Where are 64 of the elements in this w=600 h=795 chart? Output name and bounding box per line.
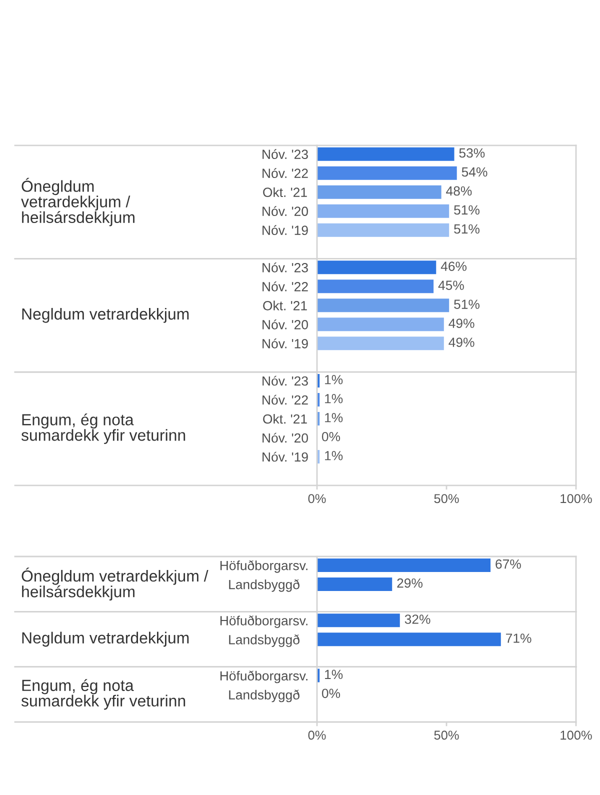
y-axis-title: Engum, ég nota sumardekk yfir veturinn (21, 413, 186, 444)
bar (317, 204, 450, 218)
x-tick-label: 100% (560, 730, 592, 740)
data-label: 29% (397, 578, 422, 588)
y-tick-label: Höfuðborgarsv. (220, 560, 308, 573)
data-label: 51% (454, 300, 480, 309)
data-label: 1% (325, 394, 343, 404)
y-tick-label: Nóv. '22 (262, 394, 308, 405)
y-tick-label: Nóv. '19 (262, 452, 308, 462)
y-axis-title: Negldum vetrardekkjum (22, 632, 189, 647)
y-axis-title: Ónegldum vetrardekkjum / heilsársdekkjum (22, 568, 208, 600)
y-tick-label: Nóv. '20 (262, 320, 308, 330)
data-label: 45% (438, 280, 464, 290)
x-tick-label: 50% (434, 730, 459, 740)
y-tick-label: Nóv. '19 (262, 338, 308, 348)
data-label: 1% (325, 670, 343, 680)
data-label: 54% (462, 167, 488, 177)
data-label: 71% (506, 634, 532, 643)
y-tick-label: Höfuðborgarsv. (220, 615, 308, 628)
y-tick-label: Nóv. '23 (262, 262, 308, 272)
data-label: 1% (325, 413, 343, 422)
data-label: 1% (325, 451, 343, 460)
y-tick-label: Okt. '21 (263, 300, 307, 310)
y-tick-label: Landsbyggð (229, 634, 300, 647)
y-tick-label: Nóv. '23 (262, 376, 308, 386)
y-tick-label: Nóv. '19 (262, 225, 308, 236)
data-label: 67% (496, 559, 521, 569)
bar (317, 185, 442, 199)
data-label: 0% (322, 432, 340, 442)
y-tick-label: Okt. '21 (263, 414, 307, 424)
bar (317, 280, 434, 294)
y-axis-title: Ónegldum vetrardekkjum / heilsársdekkjum (21, 178, 134, 226)
data-label: 46% (440, 262, 467, 271)
data-label: 1% (325, 375, 343, 384)
bar (317, 260, 436, 274)
data-label: 53% (459, 148, 485, 158)
bar (317, 223, 450, 237)
x-tick-label: 100% (560, 494, 592, 504)
data-label: 51% (454, 205, 480, 215)
data-label: 51% (454, 224, 480, 234)
y-axis-title: Negldum vetrardekkjum (22, 308, 189, 323)
y-tick-label: Nóv. '20 (262, 432, 308, 443)
y-tick-label: Okt. '21 (263, 187, 307, 198)
y-tick-label: Landsbyggð (229, 690, 300, 702)
data-label: 49% (448, 338, 474, 347)
x-tick-label: 0% (308, 730, 326, 740)
y-tick-label: Nóv. '22 (262, 282, 308, 292)
bar (317, 298, 450, 312)
x-tick-label: 0% (308, 494, 326, 504)
y-tick-label: Nóv. '22 (262, 168, 308, 178)
y-axis-title: Engum, ég nota sumardekk yfir veturinn (21, 679, 186, 710)
bar (317, 318, 444, 332)
data-label: 49% (448, 318, 474, 328)
y-tick-label: Nóv. '20 (262, 206, 308, 216)
x-tick-label: 50% (434, 494, 459, 504)
y-tick-label: Landsbyggð (229, 579, 300, 592)
bar (317, 166, 457, 180)
data-label: 32% (404, 614, 430, 624)
data-label: 0% (322, 688, 340, 698)
y-tick-label: Höfuðborgarsv. (220, 670, 308, 684)
data-label: 48% (446, 186, 472, 196)
bar (317, 147, 454, 161)
y-tick-label: Nóv. '23 (262, 149, 308, 160)
bar (317, 336, 444, 350)
